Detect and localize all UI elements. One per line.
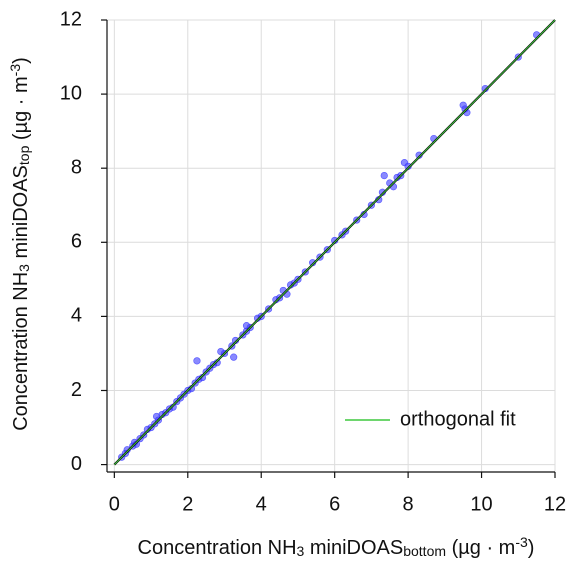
axis-label-part: top	[16, 145, 32, 165]
x-tick-label: 12	[544, 493, 566, 515]
y-tick-label: 2	[71, 379, 82, 401]
axis-label-part: Concentration NH	[138, 537, 297, 559]
axis-label: Concentration NH3 miniDOASbottom (µg · m…	[138, 534, 535, 559]
axis-label-part: miniDOAS	[304, 537, 403, 559]
axis-label: Concentration NH3 miniDOAStop (µg · m-3)	[7, 57, 32, 431]
axis-label-part: 3	[16, 264, 32, 272]
y-tick-label: 8	[71, 156, 82, 178]
x-tick-label: 6	[329, 493, 340, 515]
axis-label-part: )	[528, 537, 535, 559]
axis-label-part: Concentration NH	[10, 272, 32, 431]
y-tick-label: 4	[71, 305, 82, 327]
y-tick-label: 12	[60, 8, 82, 30]
data-point	[193, 357, 201, 365]
axis-label-part: -3	[7, 64, 23, 77]
axis-label-part: 3	[297, 543, 305, 559]
legend-label: orthogonal fit	[400, 408, 516, 430]
axis-label-part: (µg · m	[446, 537, 515, 559]
data-point	[380, 172, 388, 180]
axis-label-part: bottom	[403, 543, 446, 559]
x-tick-label: 0	[109, 493, 120, 515]
axis-label-part: (µg · m	[10, 76, 32, 145]
x-tick-label: 4	[256, 493, 267, 515]
axis-label-part: )	[10, 57, 32, 64]
y-tick-label: 10	[60, 82, 82, 104]
y-tick-label: 6	[71, 231, 82, 253]
data-point	[230, 353, 238, 361]
axis-label-part: -3	[515, 534, 528, 550]
fit-line	[113, 19, 556, 465]
axis-label-part: miniDOAS	[10, 165, 32, 264]
x-tick-label: 2	[182, 493, 193, 515]
y-tick-label: 0	[71, 453, 82, 475]
x-tick-label: 8	[403, 493, 414, 515]
x-tick-label: 10	[470, 493, 492, 515]
